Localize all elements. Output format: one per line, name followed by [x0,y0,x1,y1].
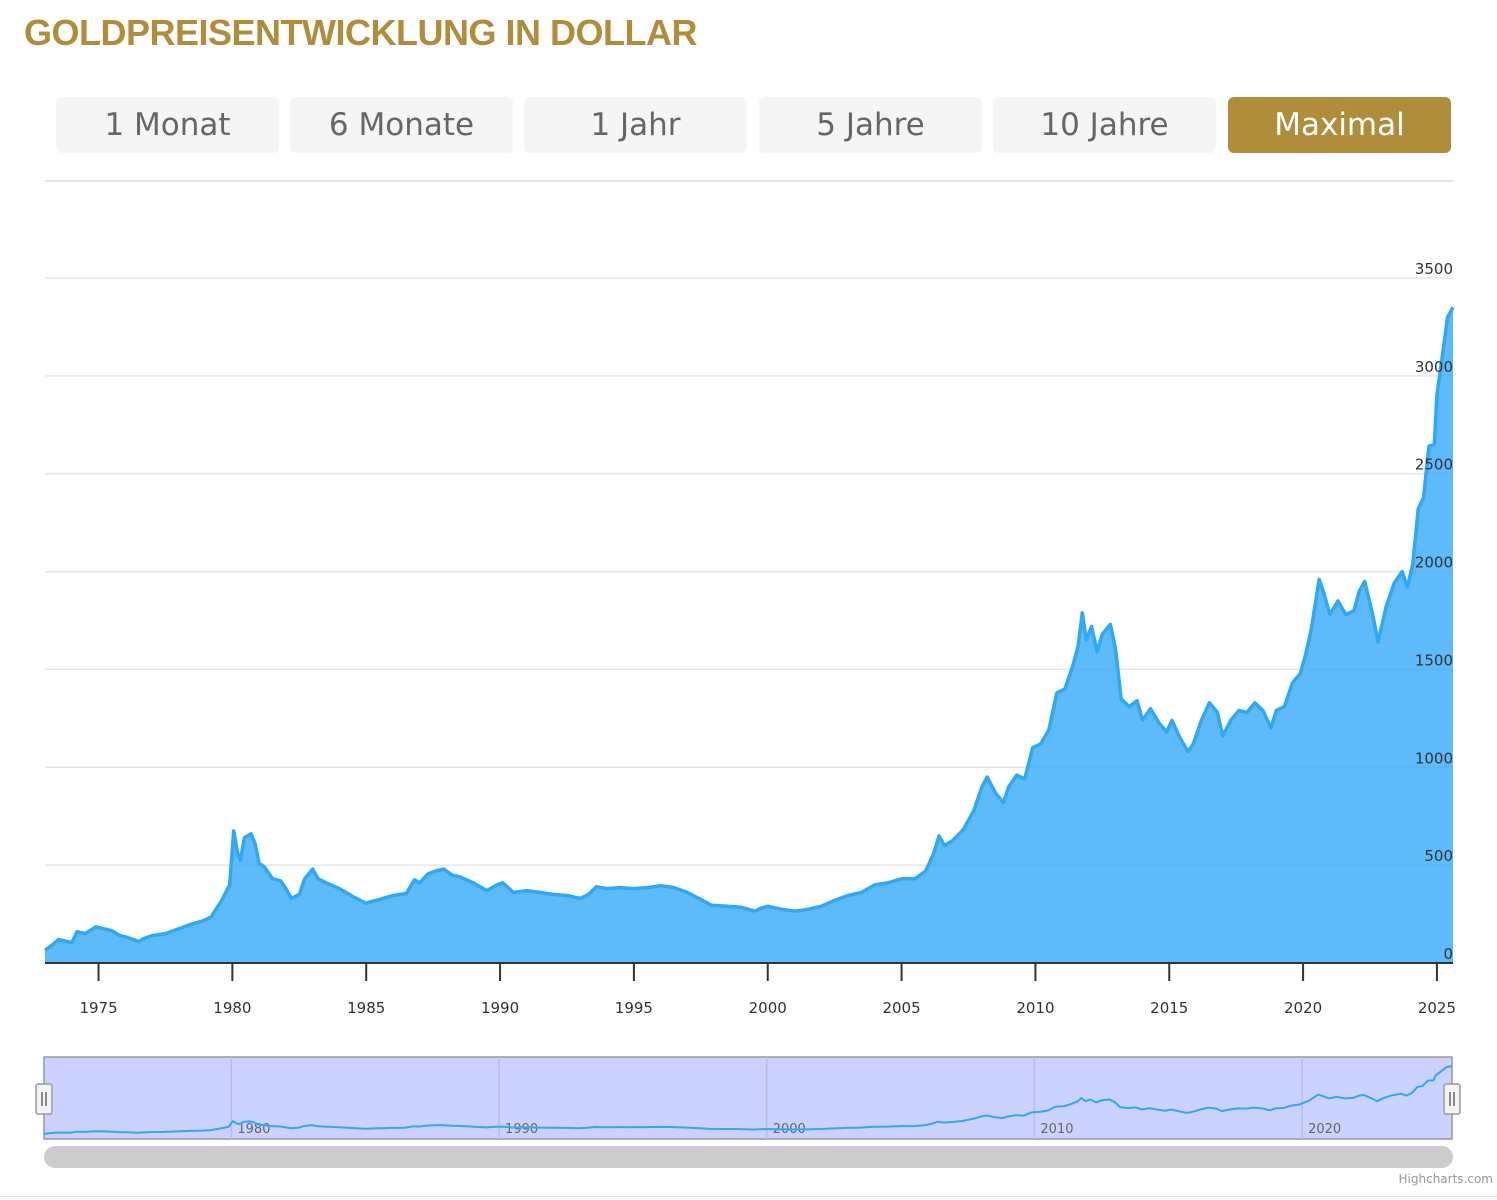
y-tick-label: 3000 [1415,358,1453,376]
x-tick-label: 2020 [1284,999,1322,1017]
bottom-divider [0,1196,1497,1197]
x-tick-label: 1985 [347,999,385,1017]
page-title: GOLDPREISENTWICKLUNG IN DOLLAR [24,12,697,53]
navigator-x-label: 2010 [1040,1122,1073,1137]
divider [45,180,1453,182]
range-button-5-years[interactable]: 5 Jahre [759,97,982,153]
navigator-right-handle[interactable] [1443,1083,1461,1115]
x-tick-label: 2015 [1150,999,1188,1017]
y-tick-label: 0 [1443,945,1453,963]
range-selector: 1 Monat 6 Monate 1 Jahr 5 Jahre 10 Jahre… [56,97,1451,153]
navigator-window[interactable] [43,1056,1453,1140]
y-tick-label: 2000 [1415,554,1453,572]
x-tick-label: 2025 [1418,999,1456,1017]
navigator-x-label: 2020 [1308,1122,1341,1137]
x-tick-label: 2005 [882,999,920,1017]
price-line [43,306,1455,952]
x-tick-label: 2000 [749,999,787,1017]
range-button-1-year[interactable]: 1 Jahr [524,97,747,153]
range-button-6-months[interactable]: 6 Monate [290,97,513,153]
x-tick-label: 2010 [1016,999,1054,1017]
y-tick-label: 500 [1424,847,1453,865]
y-tick-label: 2500 [1415,456,1453,474]
chart-credit[interactable]: Highcharts.com [1398,1172,1493,1186]
price-area [45,307,1453,963]
range-button-10-years[interactable]: 10 Jahre [993,97,1216,153]
range-button-1-month[interactable]: 1 Monat [56,97,279,153]
x-tick-label: 1980 [213,999,251,1017]
y-tick-label: 3500 [1415,260,1453,278]
x-tick-label: 1990 [481,999,519,1017]
navigator-left-handle[interactable] [35,1083,53,1115]
navigator-x-label: 1990 [505,1122,538,1137]
navigator-scrollbar[interactable] [44,1146,1453,1168]
y-tick-label: 1500 [1415,651,1453,669]
range-button-max[interactable]: Maximal [1228,97,1451,153]
x-tick-label: 1995 [615,999,653,1017]
navigator-series-line [43,1065,1453,1135]
x-tick-label: 1975 [79,999,117,1017]
y-tick-label: 1000 [1415,749,1453,767]
